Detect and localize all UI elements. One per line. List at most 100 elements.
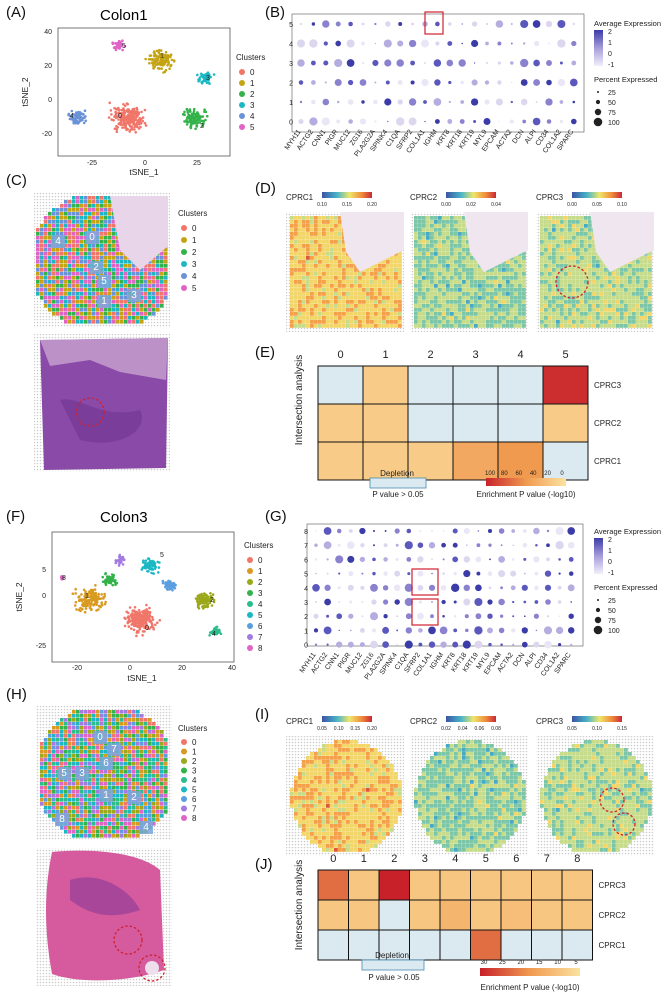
heatmap-spot	[588, 220, 592, 224]
dotplot-dot	[323, 527, 332, 535]
spatial-spot	[88, 220, 92, 224]
heatmap-spot	[390, 280, 394, 284]
heatmap-spot	[454, 288, 458, 292]
heatmap-spot	[616, 308, 620, 312]
heatmap-spot	[350, 320, 354, 324]
heatmap-spot	[632, 264, 636, 268]
spatial-spot	[120, 316, 124, 320]
heatmap-spot	[556, 232, 560, 236]
heatmap-spot	[640, 324, 644, 328]
heatmap-spot	[462, 308, 466, 312]
heatmap-spot	[596, 280, 600, 284]
tsne-point	[73, 113, 76, 116]
depletion-e-label: Depletion	[380, 469, 414, 478]
grid-row-label: CPRC2	[594, 419, 622, 428]
heatmap-spot	[310, 272, 314, 276]
dotplot-dot	[471, 39, 479, 48]
spatial-spot	[100, 240, 104, 244]
heatmap-spot	[378, 308, 382, 312]
heatmap-spot	[462, 232, 466, 236]
heatmap-spot	[382, 308, 386, 312]
spatial-spot	[52, 212, 56, 216]
spatial-spot	[112, 256, 116, 260]
heatmap-spot	[318, 312, 322, 316]
spatial-spot	[164, 260, 168, 264]
heatmap-spot	[366, 312, 370, 316]
heatmap-spot	[514, 304, 518, 308]
heatmap-spot	[612, 276, 616, 280]
tsne-point	[186, 111, 190, 114]
heatmap-spot	[438, 288, 442, 292]
spatial-spot	[152, 264, 156, 268]
legend-label: 3	[250, 101, 255, 110]
heatmap-spot	[580, 236, 584, 240]
heatmap-spot	[640, 312, 644, 316]
heatmap-spot	[466, 292, 470, 296]
spatial-spot	[100, 312, 104, 316]
heatmap-spot	[506, 260, 510, 264]
heatmap-spot	[506, 296, 510, 300]
heatmap-spot	[584, 268, 588, 272]
heatmap-spot	[576, 312, 580, 316]
heatmap-spot	[434, 216, 438, 220]
spatial-spot	[72, 240, 76, 244]
heatmap-spot	[414, 308, 418, 312]
heatmap-spot	[514, 296, 518, 300]
tsne-point	[126, 117, 129, 121]
heatmap-spot	[386, 320, 390, 324]
spatial-spot	[76, 204, 80, 208]
heatmap-spot	[322, 244, 326, 248]
heatmap-spot	[310, 312, 314, 316]
tsne-point	[105, 579, 109, 582]
spatial-spot	[84, 276, 88, 280]
heatmap-spot	[628, 324, 632, 328]
heatmap-spot	[370, 308, 374, 312]
heatmap-spot	[470, 268, 474, 272]
heatmap-scale-tick: 0.15	[342, 202, 352, 208]
heatmap-spot	[580, 252, 584, 256]
spatial-spot	[164, 288, 168, 292]
dotplot-dot	[361, 61, 365, 65]
heatmap-spot	[422, 248, 426, 252]
heatmap-spot	[342, 308, 346, 312]
spatial-spot	[60, 312, 64, 316]
gene-label: DCN	[511, 129, 525, 145]
spatial-spot	[116, 260, 120, 264]
dotplot-dot	[567, 527, 576, 535]
spatial-spot	[80, 320, 84, 324]
dotplot-dot	[334, 58, 343, 68]
spatial-spot	[76, 200, 80, 204]
spatial-spot	[92, 216, 96, 220]
heatmap-spot	[398, 320, 402, 324]
spatial-spot	[160, 256, 164, 260]
spatial-spot	[96, 212, 100, 216]
heatmap-spot	[620, 300, 624, 304]
heatmap-spot	[540, 288, 544, 292]
tsne-point	[134, 112, 138, 116]
spatial-spot	[56, 296, 60, 300]
heatmap-spot	[568, 312, 572, 316]
spatial-spot	[56, 300, 60, 304]
tsne-point	[132, 113, 135, 117]
heatmap-spot	[330, 252, 334, 256]
spatial-spot	[84, 248, 88, 252]
heatmap-spot	[314, 324, 318, 328]
dotplot-dot	[441, 542, 446, 548]
heatmap-spot	[298, 324, 302, 328]
heatmap-spot	[592, 312, 596, 316]
heatmap-spot	[398, 300, 402, 304]
heatmap-spot	[346, 312, 350, 316]
heatmap-spot	[366, 276, 370, 280]
spatial-spot	[56, 292, 60, 296]
heatmap-spot	[426, 312, 430, 316]
heatmap-spot	[596, 316, 600, 320]
spatial-spot	[96, 228, 100, 232]
heatmap-spot	[502, 288, 506, 292]
heatmap-spot	[318, 276, 322, 280]
heatmap-spot	[318, 316, 322, 320]
tsne-point	[115, 107, 118, 111]
heatmap-spot	[306, 236, 310, 240]
heatmap-spot	[306, 276, 310, 280]
